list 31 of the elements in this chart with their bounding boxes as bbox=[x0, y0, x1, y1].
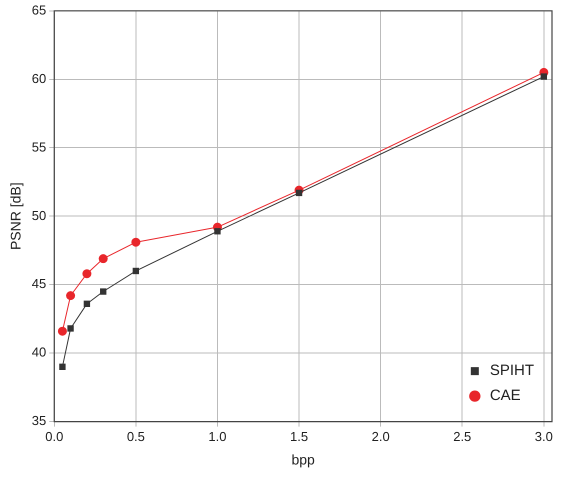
point bbox=[98, 254, 108, 264]
point bbox=[540, 73, 548, 80]
x-tick-label: 2.5 bbox=[453, 428, 472, 444]
x-tick-label: 0.0 bbox=[45, 428, 64, 444]
y-tick-label: 45 bbox=[32, 276, 46, 292]
y-axis-title: PSNR [dB] bbox=[7, 182, 24, 250]
y-tick-label: 40 bbox=[32, 344, 46, 360]
point bbox=[100, 288, 106, 295]
point bbox=[66, 291, 76, 300]
x-tick-label: 0.5 bbox=[126, 428, 145, 444]
point bbox=[82, 269, 92, 278]
x-tick-label: 2.0 bbox=[372, 428, 390, 444]
x-tick-label: 1.0 bbox=[208, 428, 226, 444]
legend-label: SPIHT bbox=[490, 362, 534, 380]
point bbox=[67, 325, 74, 332]
y-tick-label: 60 bbox=[32, 70, 46, 86]
point bbox=[131, 238, 140, 247]
point bbox=[58, 326, 67, 336]
point bbox=[84, 300, 90, 308]
y-tick-label: 55 bbox=[32, 139, 46, 154]
x-tick-label: 3.0 bbox=[534, 428, 553, 444]
x-tick-label: 1.5 bbox=[290, 428, 308, 444]
x-axis-title: bpp bbox=[291, 451, 316, 468]
point bbox=[59, 364, 66, 370]
point bbox=[214, 228, 221, 234]
y-tick-label: 65 bbox=[32, 2, 46, 18]
y-tick-label: 35 bbox=[32, 413, 46, 428]
legend-label: CAE bbox=[490, 387, 521, 404]
point bbox=[132, 268, 140, 274]
point bbox=[296, 190, 302, 196]
y-tick-label: 50 bbox=[32, 208, 46, 223]
